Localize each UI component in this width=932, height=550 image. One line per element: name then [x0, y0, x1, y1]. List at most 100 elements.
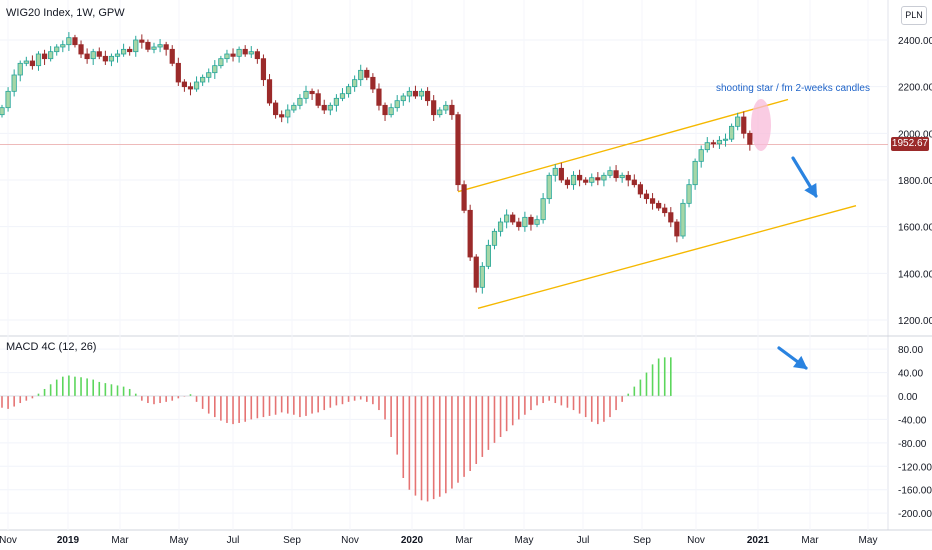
candle-body	[552, 167, 558, 176]
time-tick-label: Sep	[633, 535, 651, 546]
candle-body	[516, 221, 522, 228]
candle-body	[17, 62, 23, 76]
macd-tick-label: 40.00	[898, 369, 923, 380]
candle-body	[583, 179, 589, 183]
candle-body	[686, 184, 692, 204]
time-tick-label: Nov	[0, 535, 17, 546]
candle-body	[29, 60, 36, 67]
candle-body	[680, 202, 686, 237]
price-axis[interactable]: 2400.00 2200.00 2000.00 1800.00 1600.00 1400.…	[898, 36, 932, 327]
macd-tick-label: -40.00	[898, 415, 927, 426]
time-tick-label: Nov	[687, 535, 705, 546]
trend-channel	[457, 98, 857, 310]
candle-body	[467, 209, 473, 258]
candle-body	[601, 174, 607, 181]
candle-body	[631, 179, 637, 186]
chart-title: WIG20 Index, 1W, GPW	[6, 7, 125, 19]
candle-body	[242, 48, 248, 55]
candle-body	[412, 90, 419, 97]
candle-body	[266, 79, 273, 104]
candle-body	[272, 102, 279, 116]
time-axis[interactable]: Nov 2019 Mar May Jul Sep Nov 2020 Mar May Jul Sep No…	[0, 535, 877, 546]
time-tick-label: May	[859, 535, 878, 546]
candle-body	[206, 72, 212, 78]
candle-series	[0, 32, 753, 294]
candle-body	[236, 48, 242, 57]
candle-body	[41, 53, 48, 60]
price-tick-label: 2000.00	[898, 129, 932, 140]
candle-body	[60, 44, 66, 48]
candle-body	[0, 107, 5, 116]
candle-body	[133, 39, 139, 53]
chart-annotation: shooting star / fm 2-weeks candles	[716, 83, 870, 94]
candle-body	[333, 97, 340, 106]
candle-body	[315, 93, 321, 106]
candle-body	[668, 212, 674, 223]
macd-tick-label: -160.00	[898, 486, 932, 497]
candle-body	[285, 109, 291, 118]
candle-body	[102, 55, 108, 62]
candle-body	[613, 170, 619, 179]
candle-body	[406, 90, 412, 97]
candle-body	[461, 184, 467, 211]
time-tick-label: Jul	[577, 535, 590, 546]
time-tick-label: 2020	[401, 535, 424, 546]
candle-body	[72, 37, 78, 46]
candle-body	[193, 81, 200, 90]
candle-body	[637, 184, 644, 195]
candle-body	[291, 104, 297, 111]
candle-body	[698, 149, 704, 162]
time-tick-label: May	[170, 535, 189, 546]
candle-body	[722, 138, 729, 141]
shooting-star-highlight	[751, 99, 771, 151]
candle-body	[48, 51, 54, 60]
candle-body	[339, 93, 346, 99]
time-tick-label: 2019	[57, 535, 80, 546]
macd-tick-label: 80.00	[898, 345, 923, 356]
candle-body	[747, 132, 753, 145]
candle-body	[570, 174, 577, 186]
candle-body	[473, 256, 479, 288]
candle-body	[692, 160, 698, 186]
arrow-head	[792, 355, 808, 370]
candle-body	[309, 90, 315, 95]
price-tick-label: 2200.00	[898, 83, 932, 94]
candle-body	[546, 174, 552, 200]
candle-body	[729, 125, 735, 140]
candle-body	[382, 104, 388, 116]
candle-body	[370, 76, 376, 90]
candle-body	[449, 104, 455, 116]
candle-body	[90, 51, 96, 60]
candle-body	[485, 244, 492, 267]
grid	[0, 0, 932, 531]
price-tick-label: 1600.00	[898, 223, 932, 234]
channel-upper-line	[457, 98, 789, 193]
last-price-badge: 1952.67	[891, 137, 929, 151]
candle-body	[96, 51, 102, 57]
candle-body	[175, 62, 181, 83]
candle-body	[589, 177, 595, 183]
candle-body	[163, 44, 169, 50]
candle-body	[522, 216, 528, 228]
candle-body	[218, 58, 224, 67]
time-tick-label: Sep	[283, 535, 301, 546]
candle-body	[741, 116, 747, 134]
candle-body	[735, 116, 741, 127]
currency-button[interactable]: PLN	[901, 6, 927, 25]
candle-body	[35, 53, 42, 67]
candle-body	[534, 219, 540, 225]
candle-body	[248, 51, 254, 55]
time-tick-label: May	[515, 535, 534, 546]
candle-body	[84, 53, 90, 60]
candle-body	[558, 167, 564, 181]
time-tick-label: Mar	[111, 535, 129, 546]
candle-body	[254, 51, 260, 60]
macd-histogram	[0, 357, 672, 502]
candle-body	[619, 174, 625, 179]
macd-axis[interactable]: 80.00 40.00 0.00 -40.00 -80.00 -120.00 -160.00…	[898, 345, 932, 520]
direction-arrows	[777, 156, 818, 370]
candle-body	[376, 88, 382, 106]
candle-body	[11, 74, 17, 92]
candle-body	[66, 37, 72, 46]
